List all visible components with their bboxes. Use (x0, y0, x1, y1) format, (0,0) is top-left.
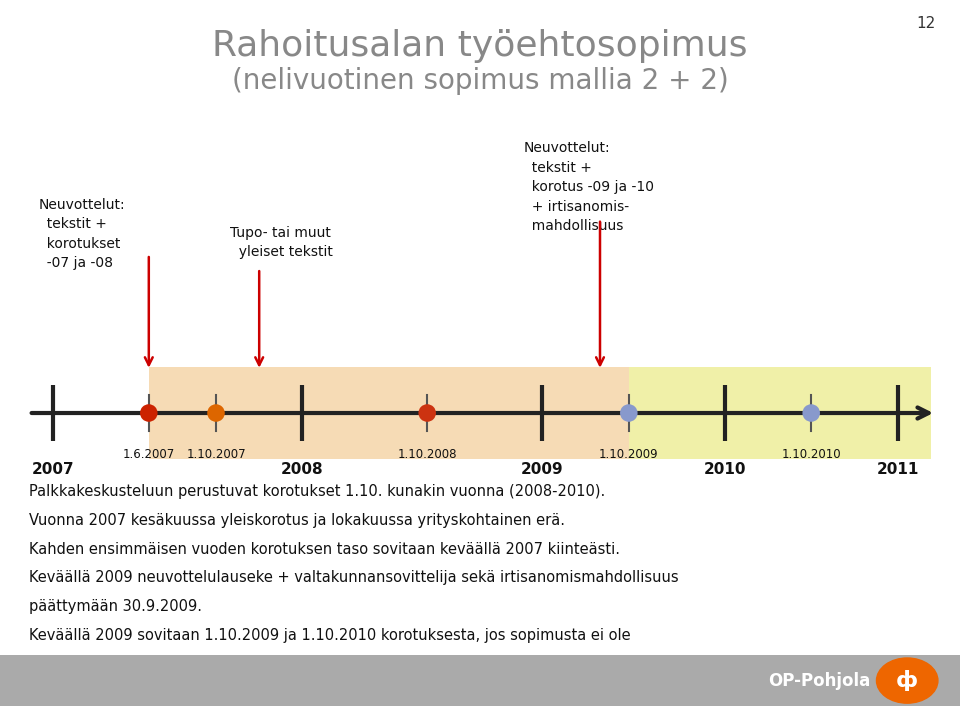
Text: Neuvottelut:
  tekstit +
  korotukset
  -07 ja -08: Neuvottelut: tekstit + korotukset -07 ja… (38, 198, 125, 270)
Text: päättymään 30.9.2009.: päättymään 30.9.2009. (29, 599, 202, 614)
Text: 2007: 2007 (32, 462, 74, 477)
Bar (0, 655, 960, 706)
Text: Tupo- tai muut
  yleiset tekstit: Tupo- tai muut yleiset tekstit (230, 226, 333, 259)
Point (141, 407, 156, 419)
Text: irtisanottu.: irtisanottu. (29, 657, 109, 672)
Bar (629, 367, 931, 459)
Point (208, 407, 224, 419)
Text: 1.10.2010: 1.10.2010 (781, 448, 841, 461)
Text: OP-Pohjola: OP-Pohjola (768, 671, 871, 690)
Text: 1.10.2007: 1.10.2007 (186, 448, 246, 461)
Circle shape (876, 658, 938, 703)
Text: Palkkakeskusteluun perustuvat korotukset 1.10. kunakin vuonna (2008-2010).: Palkkakeskusteluun perustuvat korotukset… (29, 484, 605, 498)
Text: (nelivuotinen sopimus mallia 2 + 2): (nelivuotinen sopimus mallia 2 + 2) (231, 67, 729, 95)
Text: 1.6.2007: 1.6.2007 (123, 448, 175, 461)
Text: Rahoitusalan työehtosopimus: Rahoitusalan työehtosopimus (212, 29, 748, 63)
Text: 2011: 2011 (876, 462, 919, 477)
Text: 2010: 2010 (704, 462, 746, 477)
Bar (149, 367, 629, 459)
Text: 1.10.2009: 1.10.2009 (599, 448, 659, 461)
Text: 12: 12 (917, 16, 936, 30)
Text: 1.10.2008: 1.10.2008 (397, 448, 457, 461)
Text: ф: ф (896, 670, 919, 691)
Text: Keväällä 2009 sovitaan 1.10.2009 ja 1.10.2010 korotuksesta, jos sopimusta ei ole: Keväällä 2009 sovitaan 1.10.2009 ja 1.10… (29, 628, 631, 643)
Point (420, 407, 435, 419)
Text: Vuonna 2007 kesäkuussa yleiskorotus ja lokakuussa yrityskohtainen erä.: Vuonna 2007 kesäkuussa yleiskorotus ja l… (29, 513, 564, 527)
Point (804, 407, 819, 419)
Text: 2008: 2008 (281, 462, 324, 477)
Text: Neuvottelut:
  tekstit +
  korotus -09 ja -10
  + irtisanomis-
  mahdollisuus: Neuvottelut: tekstit + korotus -09 ja -1… (523, 141, 654, 233)
Text: 2009: 2009 (521, 462, 564, 477)
Point (621, 407, 636, 419)
Text: Keväällä 2009 neuvottelulauseke + valtakunnansovittelija sekä irtisanomismahdoll: Keväällä 2009 neuvottelulauseke + valtak… (29, 570, 679, 585)
Text: Kahden ensimmäisen vuoden korotuksen taso sovitaan keväällä 2007 kiinteästi.: Kahden ensimmäisen vuoden korotuksen tas… (29, 542, 620, 556)
